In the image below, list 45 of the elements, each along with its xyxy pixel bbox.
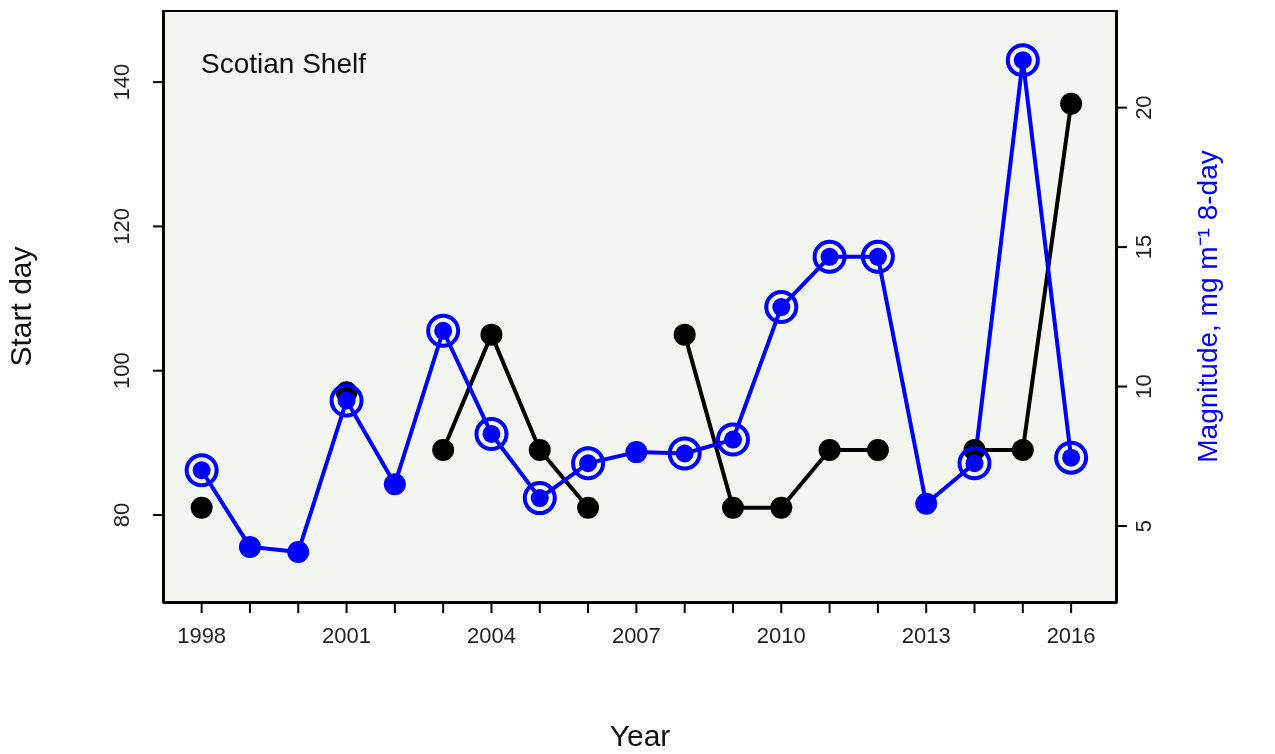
point	[721, 496, 744, 519]
point	[667, 436, 702, 471]
point	[1060, 92, 1083, 115]
y-tick-label: 100	[109, 352, 134, 390]
y2-axis-title: Magnitude, mg m⁻¹ 8-day	[1191, 150, 1223, 463]
point	[432, 439, 455, 462]
point	[1005, 43, 1040, 78]
y-tick-label: 120	[109, 208, 134, 245]
point	[818, 439, 841, 462]
y2-tick-label: 20	[1131, 95, 1156, 120]
y2-tick-label: 10	[1131, 374, 1156, 399]
point	[528, 439, 551, 462]
point	[190, 496, 213, 519]
x-tick-label: 2007	[611, 622, 661, 648]
point	[860, 239, 895, 274]
point	[770, 496, 793, 519]
point	[957, 446, 992, 481]
y-tick-label: 140	[109, 63, 134, 101]
y2-tick-label: 15	[1131, 234, 1156, 260]
x-axis-title: Year	[609, 719, 671, 752]
point	[812, 239, 847, 274]
point	[184, 453, 219, 488]
x-tick-label: 2004	[466, 622, 516, 648]
point	[522, 481, 557, 516]
point	[474, 416, 509, 451]
point	[866, 439, 889, 462]
y-tick-label: 80	[109, 502, 134, 528]
x-tick-label: 1998	[177, 622, 227, 648]
point	[329, 383, 364, 418]
point	[715, 422, 750, 457]
point	[571, 446, 606, 481]
point	[764, 290, 799, 325]
point	[1011, 439, 1034, 462]
x-tick-label: 2013	[901, 622, 951, 648]
point	[426, 313, 461, 348]
y-axis-title: Start day	[3, 246, 37, 367]
x-tick-label: 2001	[322, 622, 372, 648]
x-tick-label: 2016	[1046, 622, 1096, 648]
point	[577, 496, 600, 519]
point	[1054, 440, 1089, 475]
annotation: Scotian Shelf	[201, 48, 366, 80]
point	[480, 323, 503, 346]
x-tick-label: 2010	[756, 622, 806, 648]
y2-tick-label: 5	[1131, 519, 1156, 533]
point	[673, 323, 696, 346]
